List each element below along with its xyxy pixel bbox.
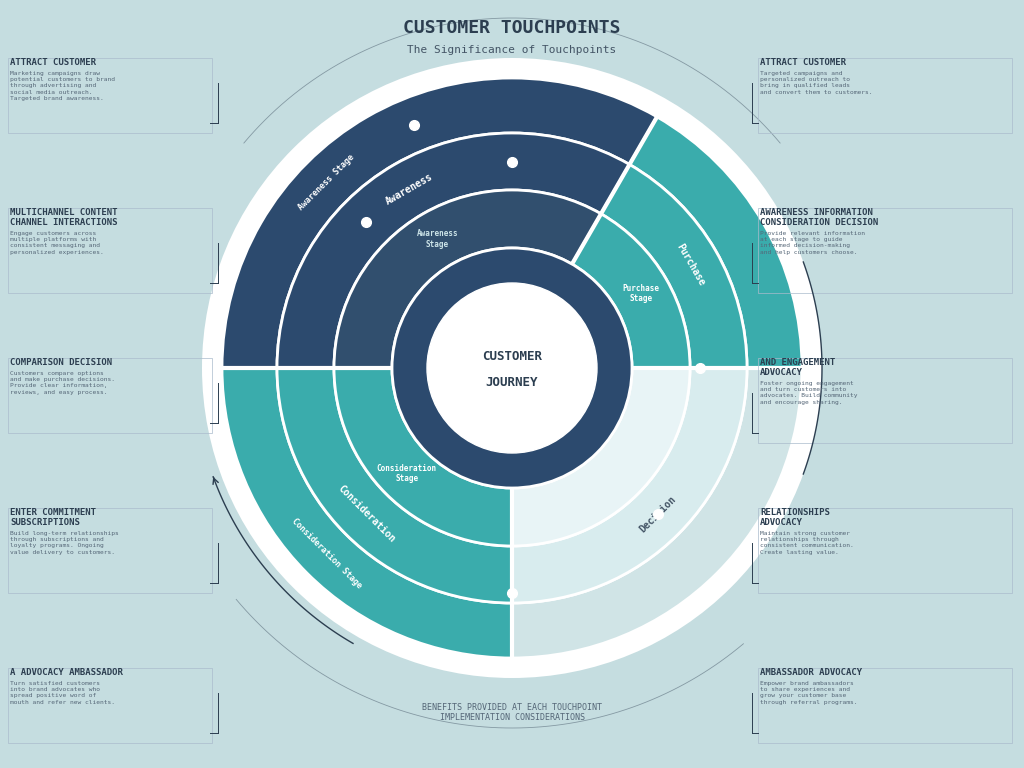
- Wedge shape: [512, 368, 746, 603]
- Text: Empower brand ambassadors
to share experiences and
grow your customer base
throu: Empower brand ambassadors to share exper…: [760, 681, 857, 704]
- Text: Turn satisfied customers
into brand advocates who
spread positive word of
mouth : Turn satisfied customers into brand advo…: [10, 681, 115, 704]
- Text: Provide relevant information
at each stage to guide
informed decision-making
and: Provide relevant information at each sta…: [760, 231, 865, 255]
- Text: BENEFITS PROVIDED AT EACH TOUCHPOINT
IMPLEMENTATION CONSIDERATIONS: BENEFITS PROVIDED AT EACH TOUCHPOINT IMP…: [422, 703, 602, 723]
- Text: ATTRACT CUSTOMER: ATTRACT CUSTOMER: [10, 58, 96, 67]
- Text: Targeted campaigns and
personalized outreach to
bring in qualified leads
and con: Targeted campaigns and personalized outr…: [760, 71, 872, 94]
- Wedge shape: [334, 368, 512, 546]
- Text: ENTER COMMITMENT
SUBSCRIPTIONS: ENTER COMMITMENT SUBSCRIPTIONS: [10, 508, 96, 528]
- Text: Purchase
Stage: Purchase Stage: [623, 284, 659, 303]
- Text: Build long-term relationships
through subscriptions and
loyalty programs. Ongoin: Build long-term relationships through su…: [10, 531, 119, 554]
- Wedge shape: [278, 368, 512, 603]
- Wedge shape: [278, 133, 630, 368]
- Wedge shape: [512, 368, 690, 546]
- Text: ATTRACT CUSTOMER: ATTRACT CUSTOMER: [760, 58, 846, 67]
- Text: Marketing campaigns draw
potential customers to brand
through advertising and
so: Marketing campaigns draw potential custo…: [10, 71, 115, 101]
- Wedge shape: [572, 214, 690, 368]
- Text: MULTICHANNEL CONTENT
CHANNEL INTERACTIONS: MULTICHANNEL CONTENT CHANNEL INTERACTION…: [10, 208, 118, 227]
- Text: A ADVOCACY AMBASSADOR: A ADVOCACY AMBASSADOR: [10, 668, 123, 677]
- Text: JOURNEY: JOURNEY: [485, 376, 539, 389]
- Text: COMPARISON DECISION: COMPARISON DECISION: [10, 358, 112, 367]
- Circle shape: [202, 58, 822, 678]
- Text: Decision: Decision: [638, 494, 678, 535]
- Circle shape: [392, 248, 632, 488]
- Text: CUSTOMER TOUCHPOINTS: CUSTOMER TOUCHPOINTS: [403, 19, 621, 37]
- Text: Consideration Stage: Consideration Stage: [290, 517, 364, 591]
- Wedge shape: [222, 368, 512, 658]
- Text: Maintain strong customer
relationships through
consistent communication.
Create : Maintain strong customer relationships t…: [760, 531, 854, 554]
- Text: AMBASSADOR ADVOCACY: AMBASSADOR ADVOCACY: [760, 668, 862, 677]
- Circle shape: [427, 283, 597, 453]
- Text: AND ENGAGEMENT
ADVOCACY: AND ENGAGEMENT ADVOCACY: [760, 358, 836, 377]
- Circle shape: [392, 248, 632, 488]
- Wedge shape: [630, 117, 802, 368]
- Text: Foster ongoing engagement
and turn customers into
advocates. Build community
and: Foster ongoing engagement and turn custo…: [760, 381, 857, 405]
- Wedge shape: [222, 78, 657, 368]
- Text: Customers compare options
and make purchase decisions.
Provide clear information: Customers compare options and make purch…: [10, 371, 115, 395]
- Wedge shape: [334, 190, 601, 368]
- Wedge shape: [601, 164, 746, 368]
- Text: Consideration: Consideration: [336, 484, 396, 545]
- Text: CUSTOMER: CUSTOMER: [482, 349, 542, 362]
- Text: Purchase: Purchase: [675, 242, 707, 287]
- Text: RELATIONSHIPS
ADVOCACY: RELATIONSHIPS ADVOCACY: [760, 508, 829, 528]
- Wedge shape: [512, 368, 802, 658]
- Text: AWARENESS INFORMATION
CONSIDERATION DECISION: AWARENESS INFORMATION CONSIDERATION DECI…: [760, 208, 879, 227]
- Text: Awareness: Awareness: [383, 171, 434, 207]
- Text: Awareness Stage: Awareness Stage: [297, 153, 356, 212]
- Text: The Significance of Touchpoints: The Significance of Touchpoints: [408, 45, 616, 55]
- Text: Consideration
Stage: Consideration Stage: [377, 464, 436, 483]
- Text: Awareness
Stage: Awareness Stage: [417, 230, 459, 249]
- Text: Engage customers across
multiple platforms with
consistent messaging and
persona: Engage customers across multiple platfor…: [10, 231, 103, 255]
